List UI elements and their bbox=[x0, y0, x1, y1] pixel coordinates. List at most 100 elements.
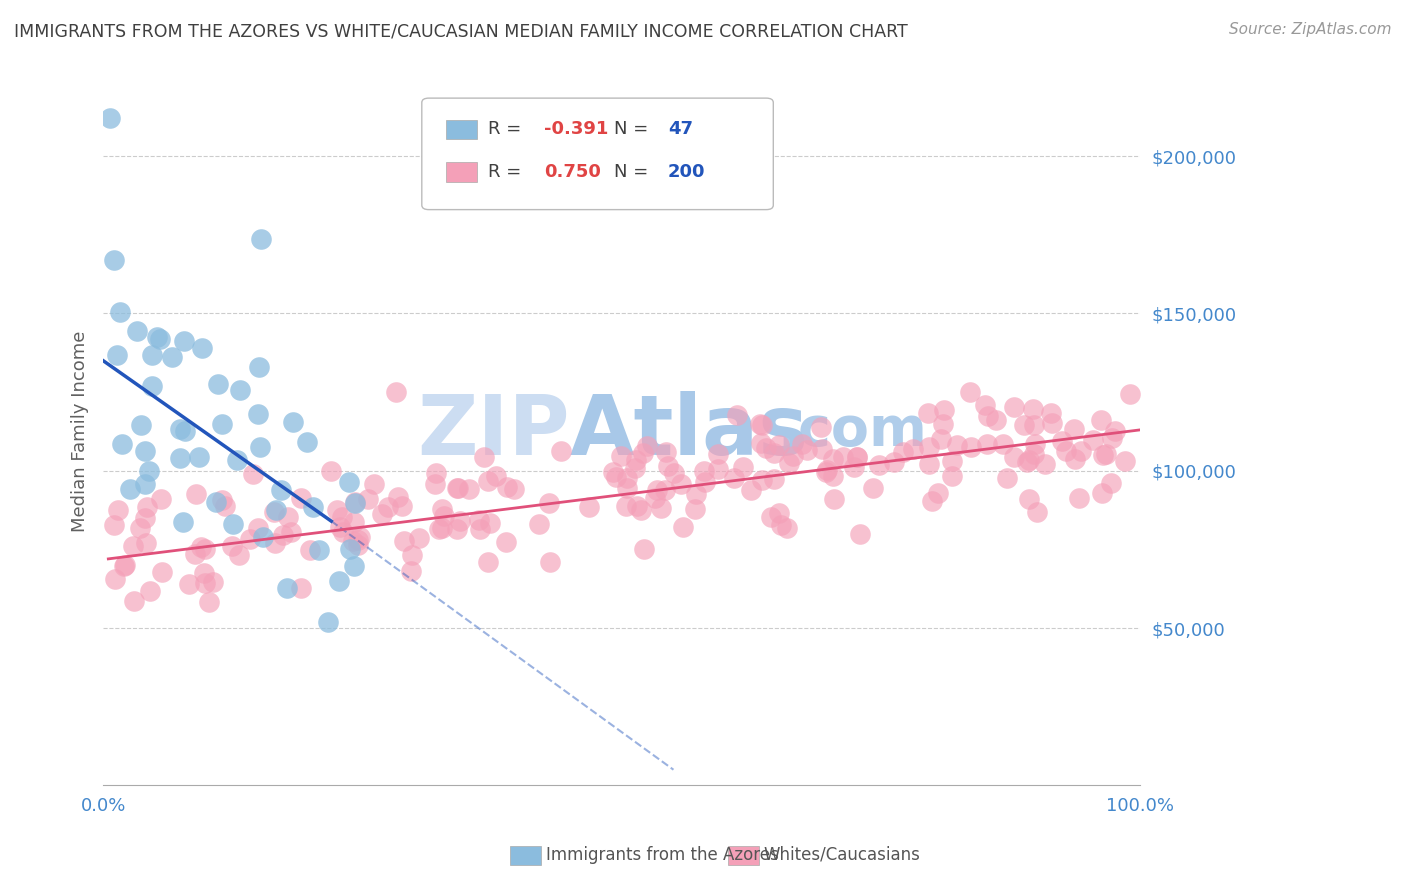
Point bbox=[477, 555, 499, 569]
Point bbox=[763, 472, 786, 486]
Point bbox=[740, 483, 762, 497]
Point bbox=[1054, 444, 1077, 458]
Point bbox=[636, 439, 658, 453]
Point bbox=[832, 450, 855, 464]
Point bbox=[339, 541, 361, 556]
Text: -0.391: -0.391 bbox=[544, 120, 609, 138]
Point bbox=[485, 468, 508, 483]
Point bbox=[141, 348, 163, 362]
Point bbox=[194, 575, 217, 590]
Point bbox=[111, 436, 134, 450]
Point bbox=[228, 548, 250, 562]
Point bbox=[446, 523, 468, 537]
Point bbox=[179, 577, 201, 591]
Point bbox=[1070, 444, 1092, 458]
Point bbox=[976, 437, 998, 451]
Point bbox=[135, 500, 157, 514]
Point bbox=[496, 479, 519, 493]
Point bbox=[205, 495, 228, 509]
Point bbox=[538, 555, 561, 569]
Point bbox=[357, 491, 380, 506]
Point bbox=[387, 490, 409, 504]
Point bbox=[693, 475, 716, 489]
Point bbox=[344, 495, 367, 509]
Text: N =: N = bbox=[614, 163, 648, 181]
Point bbox=[138, 464, 160, 478]
Point bbox=[1040, 416, 1063, 430]
Point bbox=[160, 350, 183, 364]
Point bbox=[342, 559, 364, 574]
Point bbox=[337, 475, 360, 490]
Text: Source: ZipAtlas.com: Source: ZipAtlas.com bbox=[1229, 22, 1392, 37]
Point bbox=[276, 582, 298, 596]
Point bbox=[821, 468, 844, 483]
Point bbox=[328, 574, 350, 589]
Point bbox=[239, 532, 262, 546]
Point bbox=[669, 477, 692, 491]
Text: 200: 200 bbox=[668, 163, 706, 181]
Point bbox=[207, 376, 229, 391]
Point bbox=[446, 481, 468, 495]
Text: 47: 47 bbox=[668, 120, 693, 138]
Point bbox=[932, 417, 955, 431]
Point bbox=[633, 541, 655, 556]
Point bbox=[707, 461, 730, 475]
Point bbox=[103, 252, 125, 267]
Point bbox=[385, 385, 408, 400]
Point bbox=[768, 506, 790, 520]
Point bbox=[790, 437, 813, 451]
Point bbox=[342, 534, 364, 549]
Point bbox=[977, 409, 1000, 423]
Point bbox=[401, 548, 423, 562]
Point bbox=[823, 452, 845, 467]
Point bbox=[602, 466, 624, 480]
Point bbox=[1114, 453, 1136, 467]
Point bbox=[1104, 424, 1126, 438]
Point bbox=[202, 574, 225, 589]
Point bbox=[654, 483, 676, 497]
Point bbox=[184, 547, 207, 561]
Point bbox=[1022, 447, 1045, 461]
Point bbox=[472, 450, 495, 465]
Point bbox=[377, 500, 399, 514]
Point bbox=[941, 454, 963, 468]
Point bbox=[246, 407, 269, 421]
Point bbox=[457, 482, 479, 496]
Point bbox=[252, 529, 274, 543]
Point bbox=[495, 535, 517, 549]
Point bbox=[918, 440, 941, 454]
Point bbox=[363, 476, 385, 491]
Point bbox=[174, 424, 197, 438]
Point bbox=[751, 473, 773, 487]
Point bbox=[901, 442, 924, 456]
Text: ZIP: ZIP bbox=[418, 391, 569, 472]
Point bbox=[578, 500, 600, 514]
Point bbox=[550, 444, 572, 458]
Point bbox=[371, 507, 394, 521]
Point bbox=[846, 450, 869, 464]
Point bbox=[815, 465, 838, 479]
Point bbox=[270, 483, 292, 497]
Point bbox=[846, 450, 869, 464]
Point bbox=[150, 492, 173, 507]
Point bbox=[537, 496, 560, 510]
Point bbox=[725, 408, 748, 422]
Point bbox=[921, 493, 943, 508]
Point bbox=[100, 112, 122, 126]
Point bbox=[959, 385, 981, 400]
Point bbox=[477, 474, 499, 488]
Point bbox=[1002, 450, 1025, 464]
Point bbox=[605, 470, 627, 484]
Point bbox=[214, 499, 236, 513]
Point bbox=[723, 471, 745, 485]
Point bbox=[683, 501, 706, 516]
Point bbox=[134, 444, 156, 458]
Point bbox=[141, 378, 163, 392]
Point bbox=[326, 503, 349, 517]
Point bbox=[433, 508, 456, 523]
Point bbox=[748, 417, 770, 431]
Point bbox=[343, 496, 366, 510]
Point bbox=[468, 512, 491, 526]
Point bbox=[755, 442, 778, 456]
Point bbox=[991, 437, 1014, 451]
